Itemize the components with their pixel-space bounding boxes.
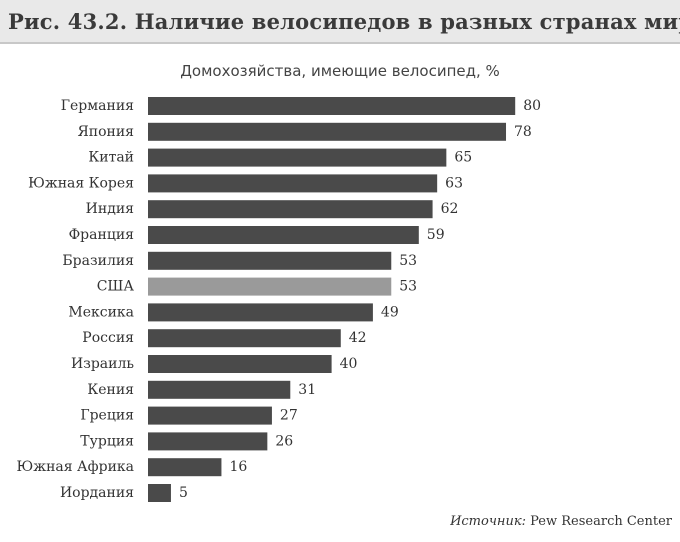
bar-франция — [148, 226, 419, 244]
bar-греция — [148, 406, 272, 425]
category-label: США — [97, 279, 135, 295]
value-label: 78 — [514, 124, 532, 140]
source-text: Pew Research Center — [530, 514, 672, 529]
value-label: 65 — [454, 150, 472, 166]
category-label: Израиль — [71, 356, 134, 372]
bar-индия — [148, 200, 433, 219]
value-label: 63 — [445, 175, 463, 191]
bar-китай — [148, 148, 447, 167]
category-label: Иордания — [60, 485, 134, 501]
figure-title: Рис. 43.2. Наличие велосипедов в разных … — [8, 9, 680, 34]
value-label: 40 — [340, 356, 358, 372]
category-label: Индия — [86, 201, 134, 217]
category-label: Греция — [80, 408, 134, 424]
bar-бразилия — [148, 251, 392, 270]
value-label: 27 — [280, 408, 298, 424]
bar-сша — [148, 277, 392, 296]
category-label: Россия — [82, 330, 134, 346]
bar-кения — [148, 380, 291, 399]
category-label: Кения — [87, 382, 134, 398]
source-label: Источник: — [450, 514, 526, 529]
value-label: 62 — [441, 201, 459, 217]
value-label: 31 — [298, 382, 316, 398]
value-label: 53 — [399, 253, 417, 269]
bar-иордания — [148, 484, 171, 502]
value-label: 80 — [523, 98, 541, 114]
value-label: 59 — [427, 227, 445, 243]
bar-израиль — [148, 355, 332, 373]
category-label: Франция — [69, 227, 135, 243]
chart-title: Домохозяйства, имеющие велосипед, % — [180, 62, 500, 80]
bar-россия — [148, 329, 341, 348]
value-label: 5 — [179, 485, 188, 501]
category-label: Германия — [61, 98, 134, 114]
category-label: Китай — [88, 150, 134, 166]
category-label: Мексика — [68, 304, 134, 320]
bar-германия — [148, 97, 516, 115]
bar-мексика — [148, 303, 373, 322]
figure-title-bar: Рис. 43.2. Наличие велосипедов в разных … — [0, 0, 680, 44]
value-label: 26 — [275, 433, 293, 449]
category-label: Южная Африка — [17, 459, 135, 475]
bar-япония — [148, 122, 507, 141]
bar-южная-африка — [148, 458, 222, 477]
value-label: 53 — [399, 279, 417, 295]
value-label: 42 — [349, 330, 367, 346]
category-label: Южная Корея — [28, 175, 134, 191]
category-label: Турция — [80, 433, 134, 449]
category-label: Бразилия — [62, 253, 134, 269]
bar-турция — [148, 432, 268, 451]
value-label: 16 — [229, 459, 247, 475]
category-label: Япония — [77, 124, 134, 140]
bar-южная-корея — [148, 174, 438, 193]
value-label: 49 — [381, 304, 399, 320]
source-note: Источник: Pew Research Center — [450, 514, 672, 529]
